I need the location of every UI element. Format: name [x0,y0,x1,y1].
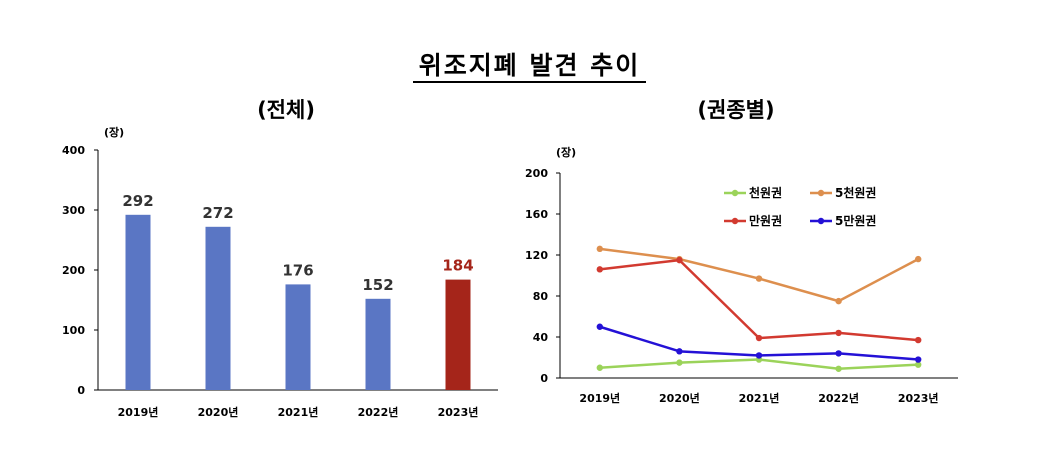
bar [285,284,311,390]
x-tick-label: 2020년 [198,405,239,419]
y-tick-label: 100 [62,324,85,337]
x-tick-label: 2021년 [739,391,780,405]
legend-label: 5천원권 [835,185,876,200]
y-tick-label: 200 [525,167,548,180]
legend-marker [817,217,825,225]
y-tick-label: 160 [525,208,548,221]
series-point [755,352,763,359]
y-unit-label: (장) [556,145,576,159]
main-title: 위조지폐 발견 추이 [0,46,1059,83]
y-tick-label: 40 [533,331,549,344]
x-tick-label: 2023년 [438,405,479,419]
series-point [596,364,603,371]
bar-value-label: 184 [442,257,473,275]
series-point [676,256,683,264]
legend-label: 5만원권 [835,213,876,228]
series-point [755,334,763,342]
y-tick-label: 200 [62,264,85,277]
series-point [835,329,842,337]
x-tick-label: 2022년 [818,391,859,405]
legend-marker [817,189,825,197]
series-point [596,323,603,330]
legend-label: 만원권 [749,213,782,228]
x-tick-label: 2021년 [278,405,319,419]
series-point [915,336,922,344]
bar [365,298,391,390]
bar-value-label: 152 [362,276,393,294]
series-line [599,247,919,303]
legend-marker [731,189,739,197]
bar-chart-title: (전체) [257,98,315,122]
main-title-text: 위조지폐 발견 추이 [412,51,647,83]
line-chart-title: (권종별) [697,98,775,122]
x-tick-label: 2020년 [659,391,700,405]
series-point [596,245,603,253]
legend-marker [731,217,739,225]
y-tick-label: 0 [540,372,548,385]
series-point [755,275,763,282]
series-point [676,359,683,366]
x-tick-label: 2019년 [118,405,159,419]
bar [125,214,151,390]
bar-value-label: 272 [202,204,233,222]
legend-label: 천원권 [749,185,782,200]
series-point [915,361,922,368]
y-tick-label: 300 [62,204,85,217]
series-point [835,365,842,372]
y-unit-label: (장) [104,125,124,139]
series-point [676,348,683,355]
x-tick-label: 2023년 [898,391,939,405]
x-tick-label: 2022년 [358,405,399,419]
series-point [835,350,842,357]
series-point [835,297,842,305]
bar [445,279,471,390]
bar-value-label: 292 [122,192,153,210]
y-tick-label: 0 [77,384,85,397]
y-tick-label: 400 [62,144,85,157]
series-point [915,356,922,363]
series-point [915,255,922,263]
bar-value-label: 176 [282,261,313,279]
series-line [599,258,919,342]
series-point [596,266,603,273]
x-tick-label: 2019년 [579,391,620,405]
bar [205,226,231,390]
y-tick-label: 80 [533,290,549,303]
y-tick-label: 120 [525,249,548,262]
bar-chart: (장) 0 100 200 300 400 292 2019년 272 2020년 176 2021년… [62,125,498,419]
